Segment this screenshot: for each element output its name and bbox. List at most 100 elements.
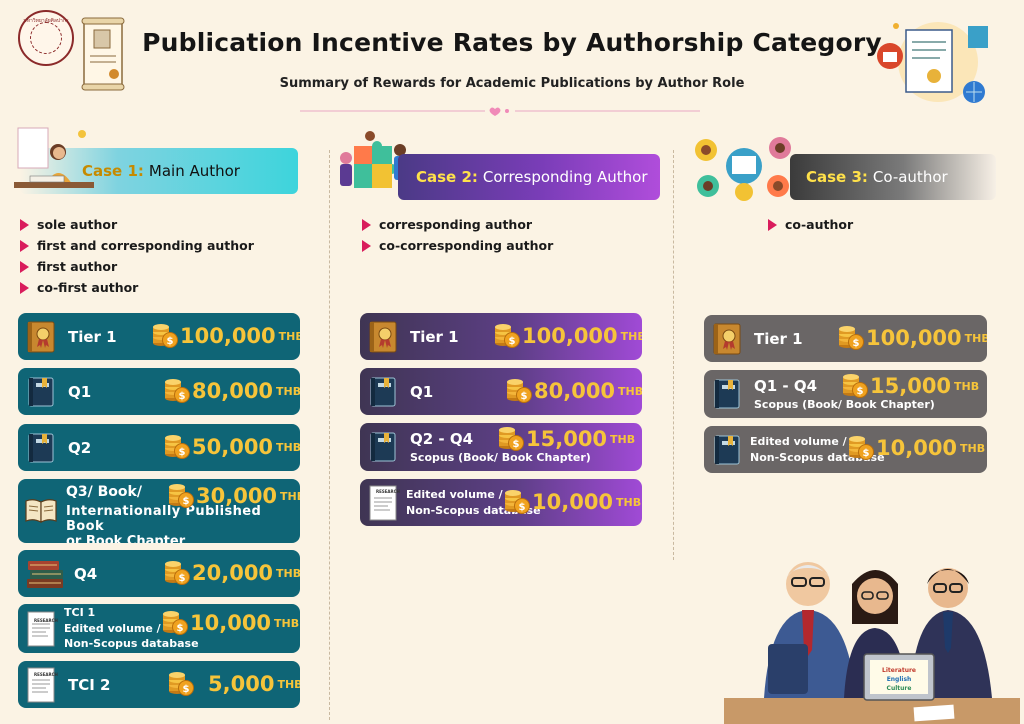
case-1-role-list: sole author first and corresponding auth…	[20, 214, 254, 298]
reward-card-q1-q4: Q1 - Q4 Scopus (Book/ Book Chapter) 15,0…	[704, 370, 987, 418]
reward-card-tci1: RESEARCH TCI 1 Edited volume / Non-Scopu…	[18, 604, 300, 653]
coin-stack-icon	[164, 378, 190, 404]
reward-card-q1: Q1 80,000 THB	[18, 368, 300, 415]
card-sub-label: Internationally Published Book	[66, 504, 262, 534]
list-item: co-first author	[20, 277, 254, 298]
card-label: Tier 1	[68, 327, 117, 346]
coin-stack-icon	[164, 560, 190, 586]
coin-stack-icon	[838, 325, 864, 351]
reward-amount: 80,000 THB	[506, 378, 642, 404]
svg-text:Literature: Literature	[882, 667, 916, 674]
book-icon	[366, 430, 400, 464]
reward-amount: 10,000 THB	[848, 435, 985, 461]
award-book-icon	[366, 320, 400, 354]
page-subtitle: Summary of Rewards for Academic Publicat…	[279, 76, 745, 91]
reward-card-q1: Q1 80,000 THB	[360, 368, 642, 415]
reward-card-tier1: Tier 1 100,000 THB	[360, 313, 642, 360]
book-icon	[366, 375, 400, 409]
reward-amount: 80,000 THB	[164, 378, 300, 404]
documents-globe-illustration	[877, 22, 988, 103]
column-divider	[329, 150, 330, 720]
coin-stack-icon	[164, 434, 190, 460]
card-label: Tier 1	[754, 329, 803, 348]
card-line: Non-Scopus database	[64, 637, 199, 651]
bullet-arrow-icon	[20, 260, 29, 273]
page-title: Publication Incentive Rates by Authorshi…	[142, 28, 882, 57]
coin-stack-icon	[168, 671, 194, 697]
column-divider	[673, 150, 674, 560]
card-sub-label: Scopus (Book/ Book Chapter)	[754, 398, 935, 411]
card-sub-label: Scopus (Book/ Book Chapter)	[410, 451, 591, 464]
reward-card-q2: Q2 50,000 THB	[18, 424, 300, 471]
case-3-prefix: Case 3:	[806, 168, 868, 186]
coin-stack-icon	[506, 378, 532, 404]
card-label: Q2	[68, 438, 92, 457]
card-line: Edited volume /	[64, 621, 161, 635]
reward-card-edited-volume: RESEARCH Edited volume / Non-Scopus data…	[360, 479, 642, 526]
bullet-arrow-icon	[20, 218, 29, 231]
coin-stack-icon	[168, 483, 194, 509]
reward-card-tier1: Tier 1 100,000 THB	[18, 313, 300, 360]
card-label: TCI 2	[68, 675, 111, 694]
coin-stack-icon	[504, 489, 530, 515]
reward-amount: 10,000 THB	[504, 489, 641, 515]
book-icon	[24, 375, 58, 409]
bullet-arrow-icon	[362, 218, 371, 231]
reward-card-q4: Q4 20,000 THB	[18, 550, 300, 597]
reward-card-tci2: RESEARCH TCI 2 5,000 THB	[18, 661, 300, 708]
case-1-title: Main Author	[148, 162, 240, 180]
card-line: Edited volume /	[406, 487, 503, 501]
card-line: TCI 1	[64, 605, 96, 619]
coin-stack-icon	[152, 323, 178, 349]
coin-stack-icon	[498, 426, 524, 452]
coin-stack-icon	[162, 610, 188, 636]
reward-card-q2-q4: Q2 - Q4 Scopus (Book/ Book Chapter) 15,0…	[360, 423, 642, 471]
book-icon	[710, 433, 744, 467]
open-book-icon	[24, 493, 58, 527]
heart-divider	[300, 107, 700, 116]
book-stack-icon	[24, 557, 68, 591]
reward-card-edited-volume: Edited volume / Non-Scopus database 10,0…	[704, 426, 987, 473]
card-sub-label: or Book Chapter	[66, 534, 186, 543]
reward-amount: 100,000 THB	[838, 325, 987, 351]
reward-amount: 5,000 THB	[168, 671, 300, 697]
case-3-role-list: co-author	[768, 214, 853, 235]
reward-amount: 100,000 THB	[494, 323, 642, 349]
card-label: Q3/ Book/	[66, 484, 142, 500]
case-3-title: Co-author	[872, 168, 948, 186]
bullet-arrow-icon	[768, 218, 777, 231]
bullet-arrow-icon	[362, 239, 371, 252]
case-1-prefix: Case 1:	[82, 162, 144, 180]
card-label: Q1 - Q4	[754, 377, 818, 395]
researchers-illustration: Literature English Culture	[724, 562, 1020, 724]
reward-amount: 100,000 THB	[152, 323, 300, 349]
coin-stack-icon	[494, 323, 520, 349]
reward-amount: 10,000 THB	[162, 610, 299, 636]
bullet-arrow-icon	[20, 239, 29, 252]
list-item: first and corresponding author	[20, 235, 254, 256]
list-item: co-corresponding author	[362, 235, 553, 256]
card-label: Q2 - Q4	[410, 430, 474, 448]
reward-amount: 15,000 THB	[498, 426, 635, 452]
co-author-video-call-illustration	[695, 137, 791, 201]
reward-amount: 15,000 THB	[842, 373, 979, 399]
reward-card-q3-book: Q3/ Book/ Internationally Published Book…	[18, 479, 300, 543]
list-item: corresponding author	[362, 214, 553, 235]
card-label: Q1	[410, 382, 434, 401]
certificate-scroll-icon	[81, 17, 125, 91]
book-icon	[24, 431, 58, 465]
reward-amount: 50,000 THB	[164, 434, 300, 460]
main-author-writing-illustration	[14, 127, 94, 188]
case-2-header: Case 2: Corresponding Author	[398, 154, 660, 200]
reward-amount: 20,000 THB	[164, 560, 300, 586]
university-seal-icon: มหาวิทยาลัยศิลปากร	[18, 10, 74, 66]
case-2-title: Corresponding Author	[482, 168, 648, 186]
award-book-icon	[710, 322, 744, 356]
card-label: Q1	[68, 382, 92, 401]
case-2-prefix: Case 2:	[416, 168, 478, 186]
book-icon	[710, 377, 744, 411]
card-label: Q4	[74, 564, 98, 583]
svg-text:English: English	[887, 676, 912, 683]
list-item: first author	[20, 256, 254, 277]
